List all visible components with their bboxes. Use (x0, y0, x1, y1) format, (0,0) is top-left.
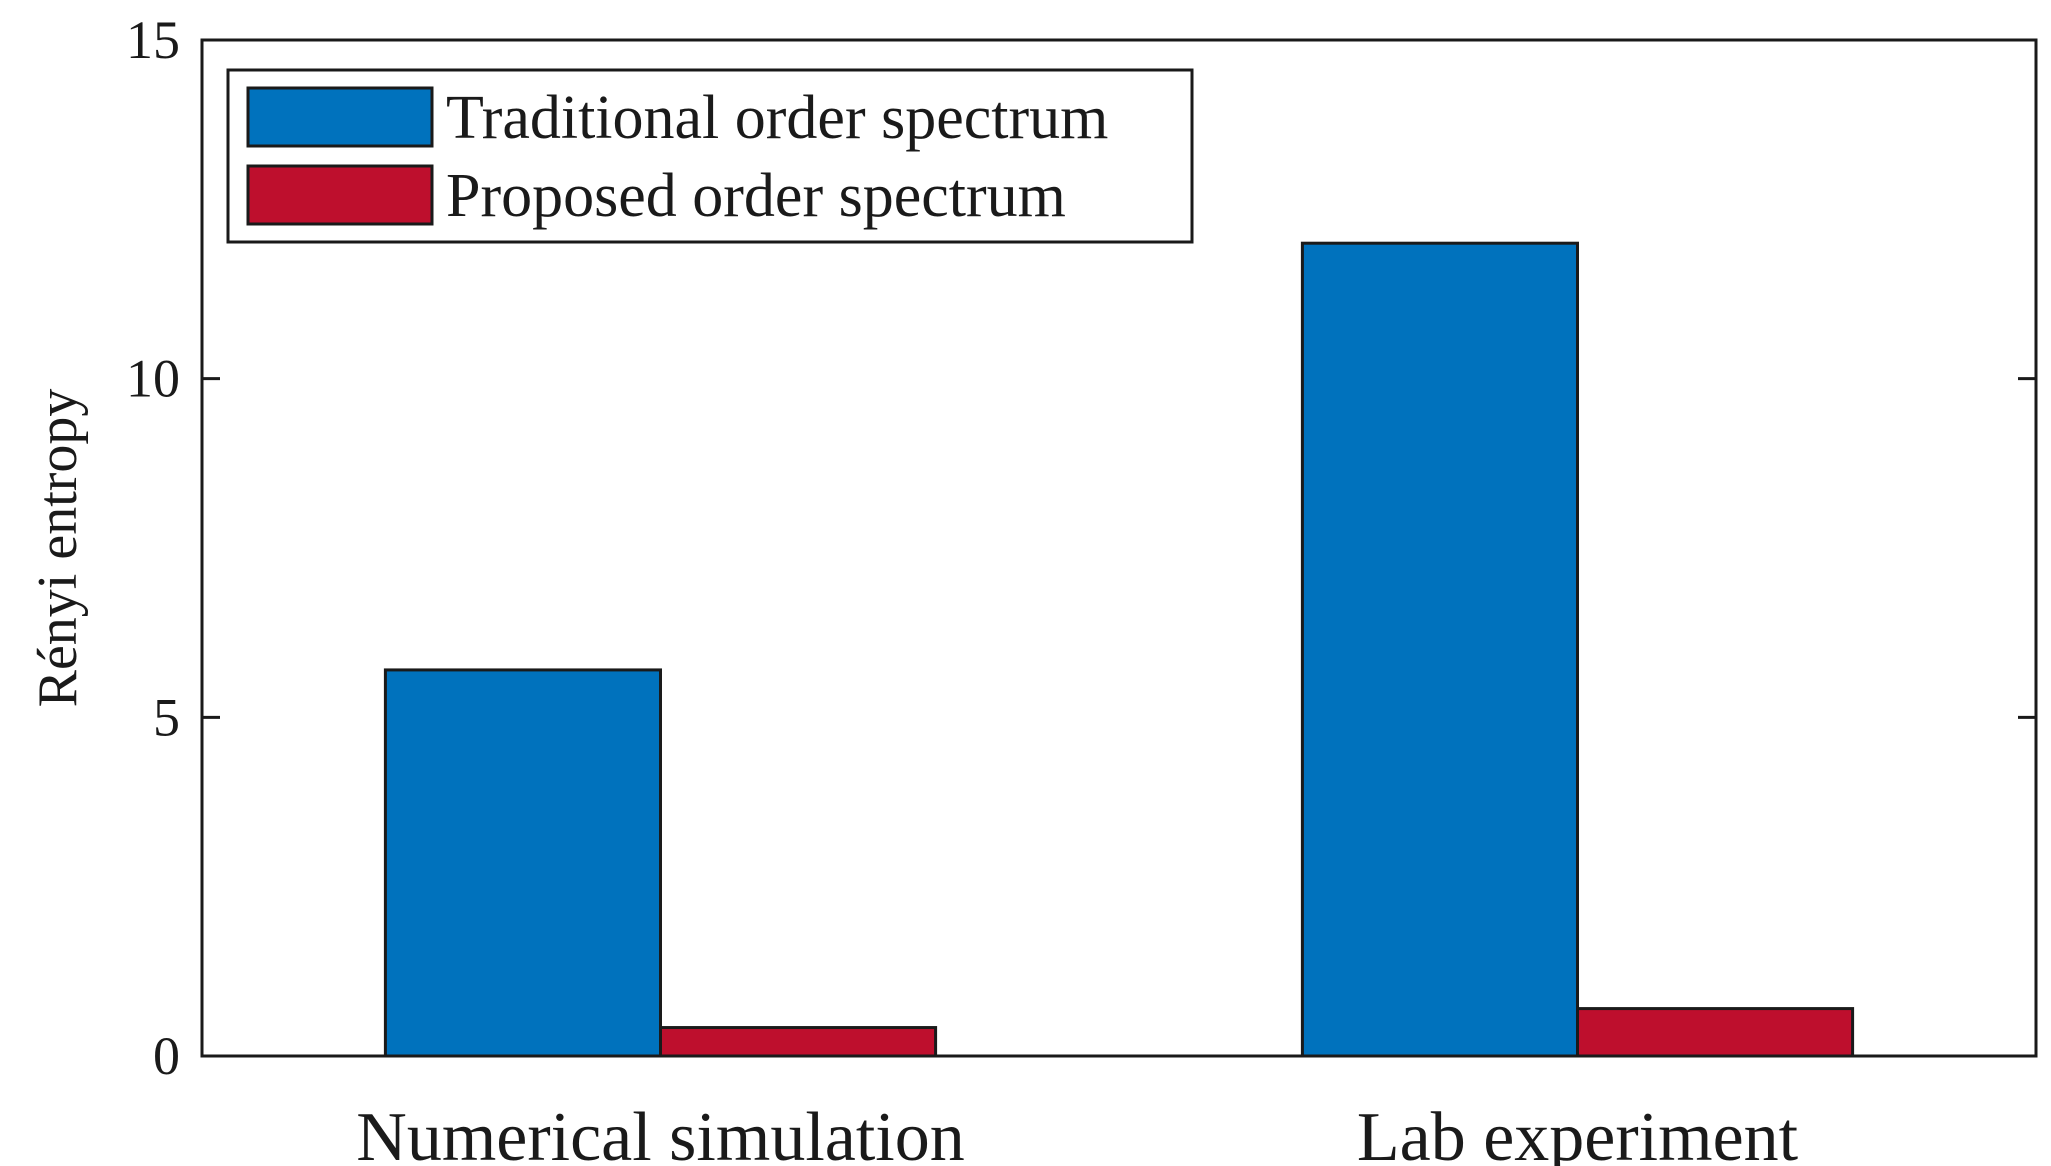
bar-traditional-order-spectrum-0 (383, 668, 662, 1058)
plot-frame (200, 38, 2038, 1058)
x-category-label: Numerical simulation (356, 1099, 964, 1166)
legend-label: Traditional order spectrum (446, 84, 1108, 152)
bar-proposed-order-spectrum-1 (1576, 1007, 1855, 1058)
legend-swatch (246, 164, 434, 226)
y-axis-title: Rényi entropy (27, 389, 89, 708)
ticks-group: 0 5 10 15 (126, 10, 2036, 1086)
legend: Traditional order spectrum Proposed order… (226, 68, 1194, 244)
y-tick-label: 0 (153, 1026, 180, 1086)
bars-group (383, 241, 1855, 1058)
bar-proposed-order-spectrum-0 (659, 1026, 938, 1058)
legend-swatch (246, 86, 434, 148)
category-labels: Numerical simulation Lab experiment (356, 1099, 1798, 1166)
y-tick-label: 5 (153, 687, 180, 747)
y-tick-label: 15 (126, 10, 180, 70)
legend-label: Proposed order spectrum (446, 162, 1066, 230)
x-category-label: Lab experiment (1357, 1099, 1799, 1166)
bar-traditional-order-spectrum-1 (1300, 241, 1580, 1058)
y-tick-label: 10 (126, 349, 180, 409)
